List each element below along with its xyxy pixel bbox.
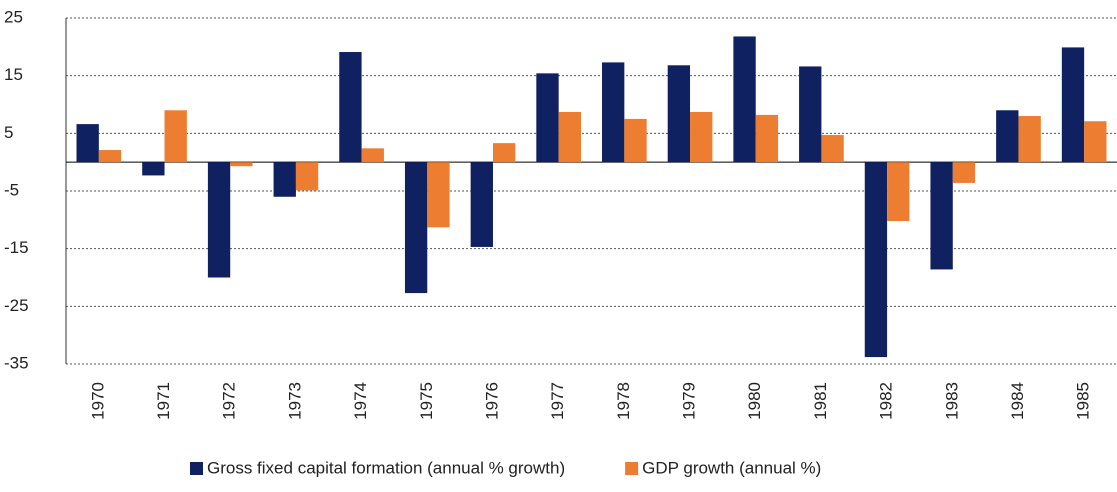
bar bbox=[887, 162, 910, 221]
x-tick-label: 1984 bbox=[1008, 382, 1027, 420]
bar bbox=[339, 52, 362, 163]
bar bbox=[230, 162, 253, 167]
x-tick-label: 1975 bbox=[417, 382, 436, 420]
x-tick-label: 1979 bbox=[680, 382, 699, 420]
bar bbox=[404, 162, 428, 294]
x-tick-label: 1982 bbox=[877, 382, 896, 420]
x-tick-label: 1972 bbox=[220, 382, 239, 420]
x-tick-label: 1976 bbox=[482, 382, 501, 420]
bar bbox=[98, 150, 122, 163]
bar bbox=[996, 110, 1019, 163]
bar bbox=[755, 114, 779, 163]
bar bbox=[624, 118, 647, 163]
y-tick-label: 25 bbox=[4, 7, 23, 26]
bar bbox=[733, 36, 756, 163]
x-tick-label: 1977 bbox=[548, 382, 567, 420]
legend-swatch bbox=[625, 462, 639, 475]
bar bbox=[76, 124, 99, 163]
bar bbox=[952, 162, 976, 183]
y-tick-label: 5 bbox=[4, 123, 13, 142]
bar bbox=[930, 162, 953, 270]
x-tick-label: 1985 bbox=[1074, 382, 1093, 420]
legend-label: GDP growth (annual %) bbox=[642, 458, 821, 477]
bar bbox=[470, 162, 493, 247]
x-tick-label: 1971 bbox=[154, 382, 173, 420]
bar bbox=[295, 162, 319, 191]
bar bbox=[207, 162, 231, 278]
y-tick-label: -25 bbox=[4, 296, 29, 315]
bar bbox=[164, 110, 187, 163]
x-tick-label: 1981 bbox=[811, 382, 830, 420]
bar bbox=[273, 162, 296, 197]
bar bbox=[1084, 121, 1107, 163]
bar bbox=[690, 111, 713, 163]
bar bbox=[142, 162, 165, 176]
bar bbox=[1061, 47, 1085, 163]
legend-label: Gross fixed capital formation (annual % … bbox=[207, 458, 565, 477]
bar bbox=[667, 65, 691, 163]
y-tick-label: -5 bbox=[4, 180, 19, 199]
bar bbox=[864, 162, 888, 358]
x-tick-label: 1980 bbox=[745, 382, 764, 420]
x-tick-label: 1973 bbox=[285, 382, 304, 420]
y-tick-label: 15 bbox=[4, 65, 23, 84]
bar bbox=[1018, 116, 1041, 163]
bar bbox=[602, 62, 625, 163]
bar bbox=[492, 143, 516, 163]
x-tick-label: 1978 bbox=[614, 382, 633, 420]
bar bbox=[361, 148, 384, 163]
x-tick-label: 1974 bbox=[351, 382, 370, 420]
bar bbox=[536, 73, 559, 163]
bar bbox=[799, 66, 822, 163]
x-tick-label: 1983 bbox=[942, 382, 961, 420]
bar bbox=[821, 135, 844, 163]
y-tick-label: -15 bbox=[4, 238, 29, 257]
x-tick-label: 1970 bbox=[88, 382, 107, 420]
bar bbox=[427, 162, 450, 228]
legend-swatch bbox=[190, 462, 203, 475]
y-tick-label: -35 bbox=[4, 353, 29, 372]
bar bbox=[558, 111, 581, 163]
